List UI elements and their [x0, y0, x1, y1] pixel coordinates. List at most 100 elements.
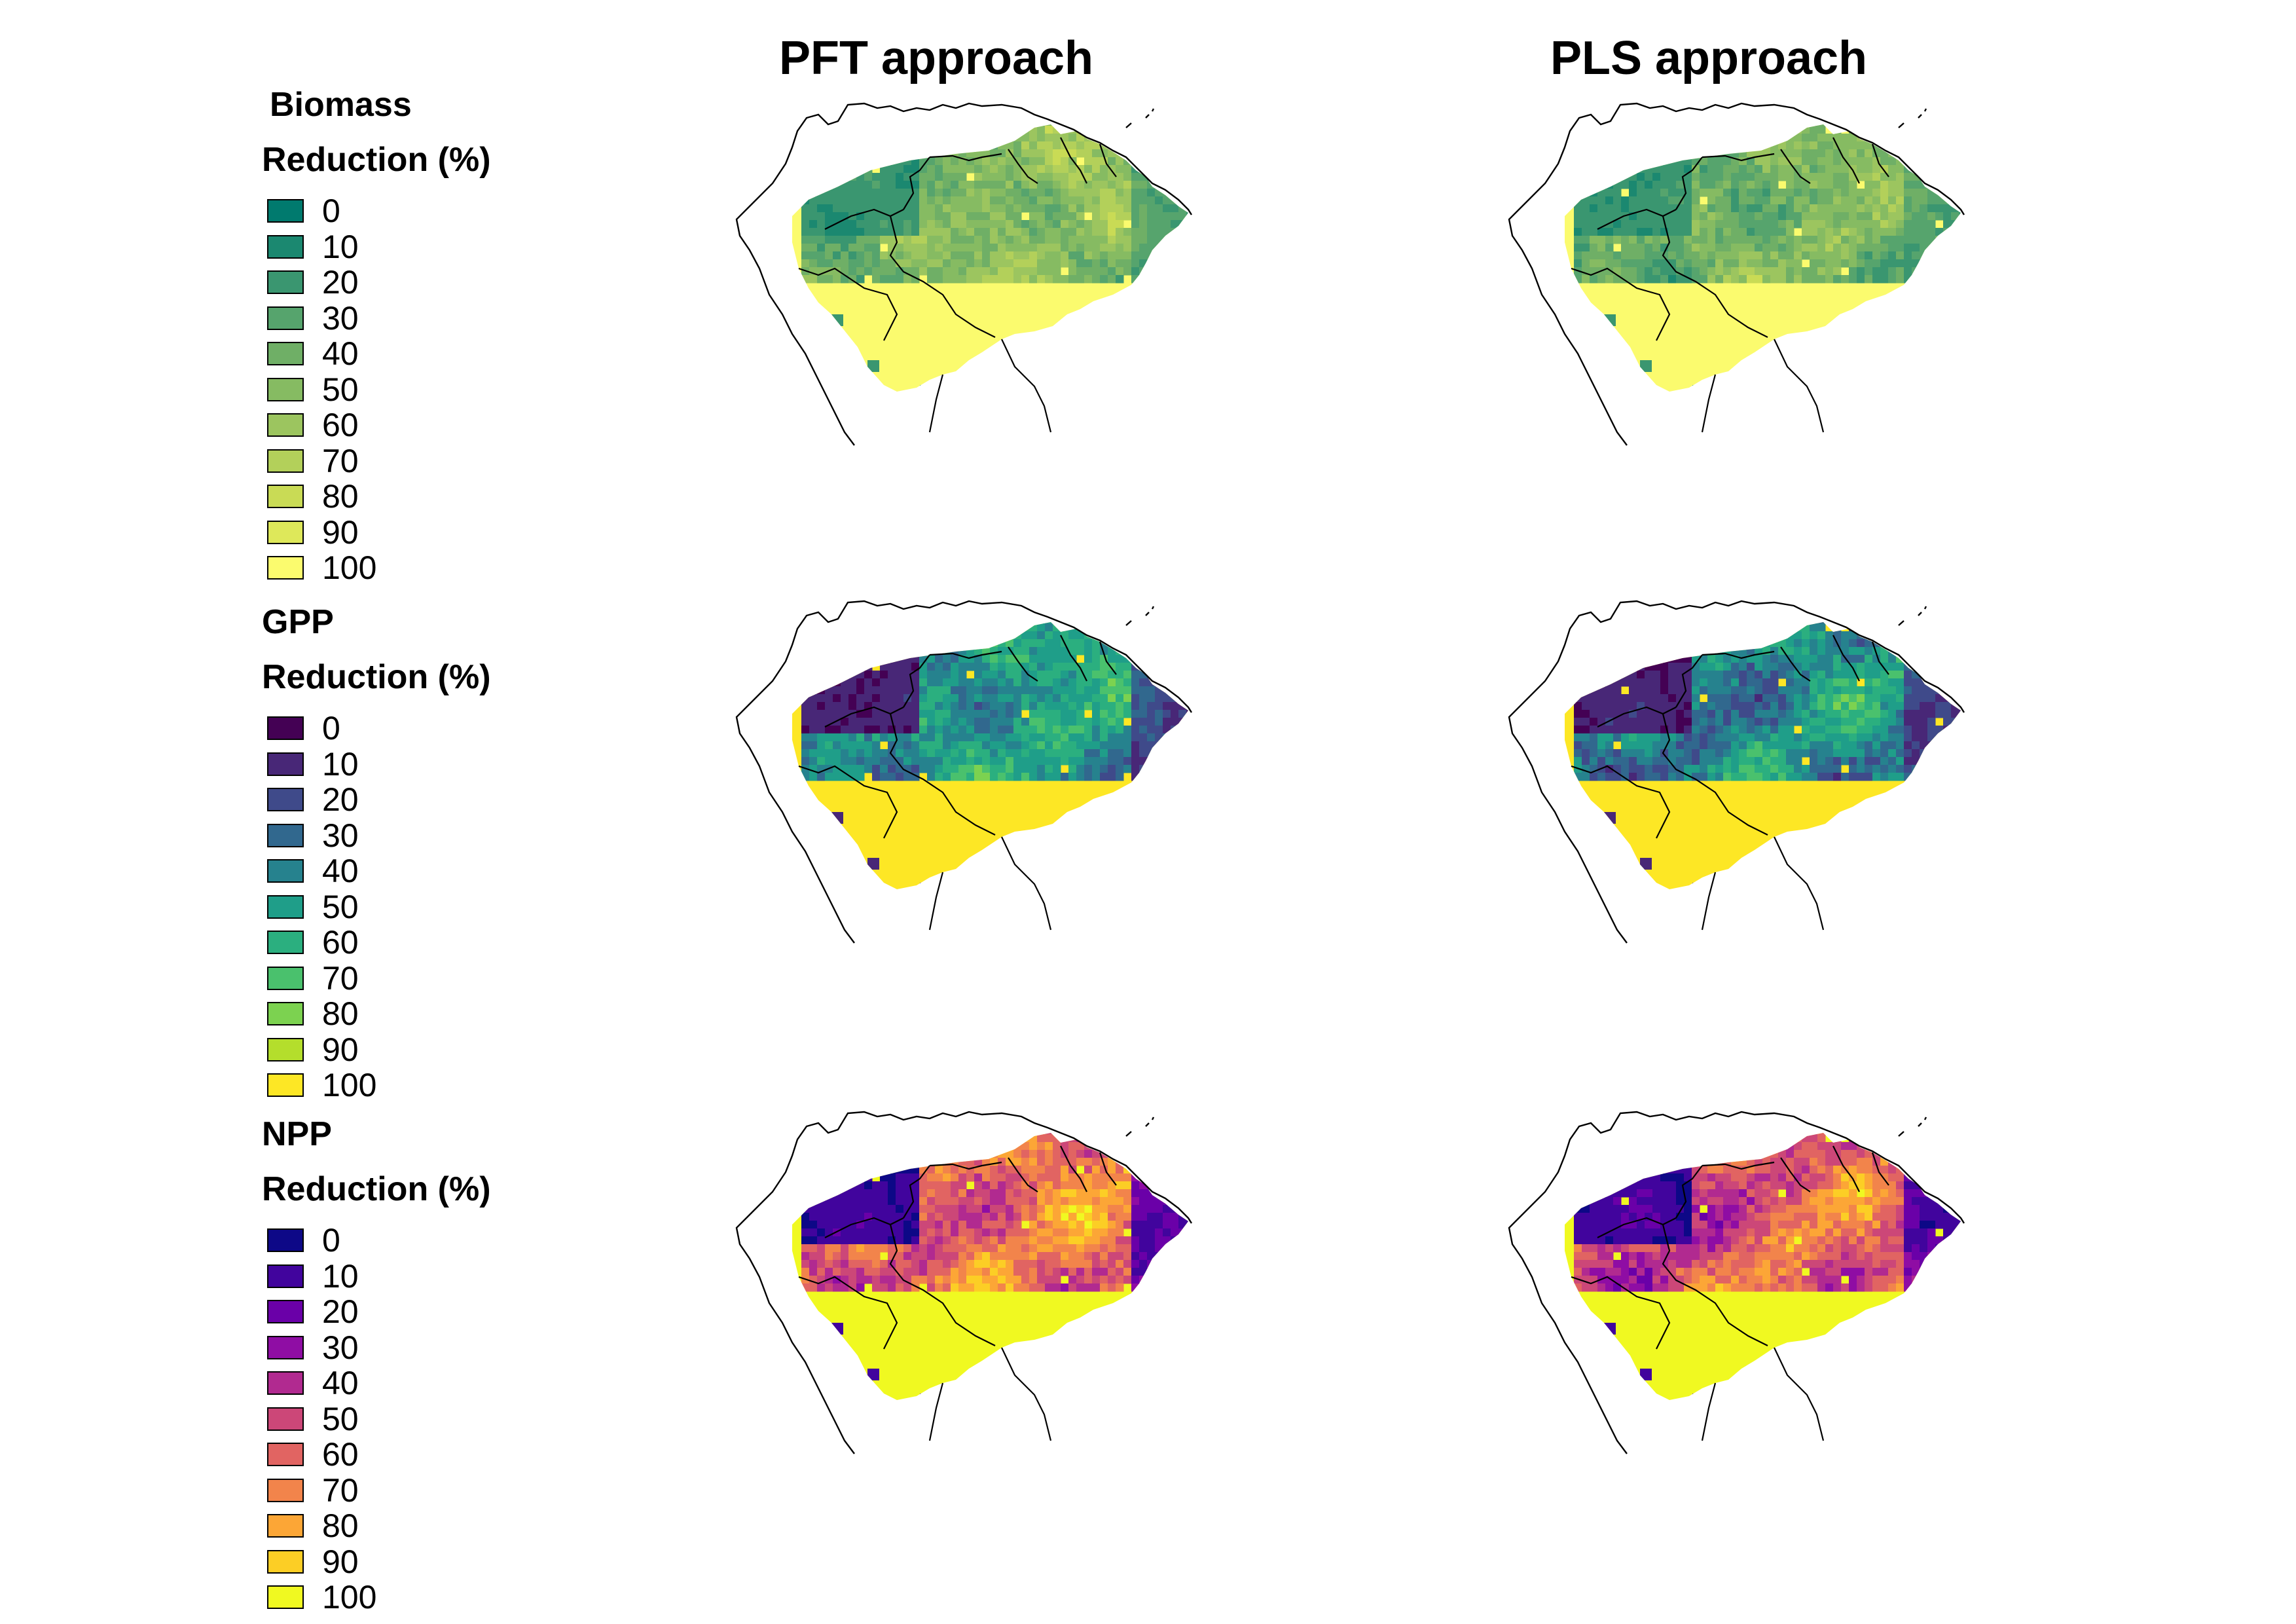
- legend-swatch: [267, 1037, 304, 1061]
- raster-layer: [1565, 1133, 1961, 1400]
- country-borders: [1571, 635, 1889, 931]
- legend-item: 0: [262, 193, 491, 229]
- legend-items: 0 10 20 30 40 50 60 70 80 90 100: [262, 193, 491, 586]
- map-biomass-pft: [694, 79, 1283, 576]
- legend-item: 20: [262, 1293, 491, 1330]
- legend-subtitle: Reduction (%): [262, 1170, 491, 1208]
- legend-item: 50: [262, 889, 491, 925]
- legend-item: 60: [262, 924, 491, 961]
- map-gpp-pls: [1467, 576, 2056, 1074]
- legend-label: 0: [322, 1222, 340, 1259]
- legend-item: 0: [262, 1222, 491, 1259]
- legend-swatch: [267, 413, 304, 437]
- legend-label: 10: [322, 228, 359, 265]
- legend-item: 10: [262, 745, 491, 783]
- map-gpp-pft: [694, 576, 1283, 1074]
- legend-gpp: GPP Reduction (%) 0 10 20 30 40 50 60 70 80 90 100: [262, 595, 491, 1103]
- legend-swatch: [267, 1585, 304, 1609]
- legend-swatch: [267, 788, 304, 811]
- legend-item: 100: [262, 1579, 491, 1615]
- legend-label: 90: [322, 1543, 359, 1580]
- legend-swatch: [267, 1407, 304, 1431]
- legend-label: 90: [322, 513, 359, 551]
- map-svg: [735, 600, 1193, 944]
- legend-item: 40: [262, 335, 491, 372]
- legend-subtitle: Reduction (%): [262, 658, 491, 696]
- legend-item: 10: [262, 1257, 491, 1295]
- legend-title: Biomass: [270, 86, 412, 124]
- legend-swatch: [267, 823, 304, 847]
- legend-item: 70: [262, 960, 491, 997]
- legend-biomass: Biomass Reduction (%) 0 10 20 30 40 50 60 70 80 9…: [262, 77, 491, 586]
- legend-swatch: [267, 1371, 304, 1395]
- legend-label: 10: [322, 745, 359, 783]
- legend-swatch: [267, 716, 304, 740]
- legend-label: 40: [322, 335, 359, 372]
- legend-label: 90: [322, 1031, 359, 1068]
- legend-swatch: [267, 1478, 304, 1502]
- raster-layer: [1565, 124, 1961, 392]
- raster-layer: [1565, 622, 1961, 889]
- legend-swatch: [267, 1264, 304, 1288]
- legend-label: 50: [322, 888, 359, 925]
- legend-item: 30: [262, 299, 491, 337]
- legend-item: 80: [262, 995, 491, 1032]
- country-borders: [798, 137, 1117, 433]
- coastline: [1508, 102, 1965, 446]
- legend-swatch: [267, 1514, 304, 1538]
- legend-label: 10: [322, 1257, 359, 1295]
- legend-label: 60: [322, 1436, 359, 1473]
- legend-swatch: [267, 1300, 304, 1323]
- legend-swatch: [267, 966, 304, 990]
- legend-item: 90: [262, 1543, 491, 1580]
- coastline: [735, 1111, 1193, 1454]
- legend-item: 20: [262, 264, 491, 301]
- legend-title: GPP: [262, 603, 334, 641]
- legend-npp: NPP Reduction (%) 0 10 20 30 40 50 60 70 80 90 100: [262, 1107, 491, 1615]
- legend-swatch: [267, 556, 304, 580]
- legend-swatch: [267, 342, 304, 365]
- legend-item: 80: [262, 478, 491, 515]
- map-npp-pls: [1467, 1087, 2056, 1585]
- legend-item: 40: [262, 1365, 491, 1401]
- legend-label: 100: [322, 549, 377, 586]
- legend-item: 50: [262, 371, 491, 408]
- legend-label: 60: [322, 924, 359, 961]
- legend-label: 70: [322, 1471, 359, 1509]
- map-npp-pft: [694, 1087, 1283, 1585]
- legend-item: 90: [262, 1031, 491, 1068]
- legend-swatch: [267, 752, 304, 776]
- legend-label: 80: [322, 1507, 359, 1544]
- raster-layer: [792, 124, 1188, 392]
- legend-swatch: [267, 1549, 304, 1574]
- map-svg: [1508, 102, 1965, 446]
- legend-swatch: [267, 449, 304, 473]
- legend-swatch: [267, 199, 304, 223]
- legend-items: 0 10 20 30 40 50 60 70 80 90 100: [262, 1222, 491, 1615]
- raster-layer: [792, 1133, 1188, 1400]
- legend-item: 80: [262, 1507, 491, 1544]
- legend-label: 30: [322, 299, 359, 337]
- legend-swatch: [267, 859, 304, 883]
- map-svg: [1508, 600, 1965, 944]
- coastline: [735, 600, 1193, 944]
- legend-label: 20: [322, 264, 359, 301]
- legend-title: NPP: [262, 1115, 332, 1153]
- country-borders: [798, 635, 1117, 931]
- legend-item: 100: [262, 549, 491, 586]
- legend-label: 40: [322, 1365, 359, 1401]
- map-svg: [735, 102, 1193, 446]
- legend-swatch: [267, 931, 304, 954]
- legend-swatch: [267, 520, 304, 544]
- coastline: [1508, 1111, 1965, 1454]
- legend-item: 60: [262, 1436, 491, 1473]
- legend-swatch: [267, 485, 304, 508]
- legend-subtitle: Reduction (%): [262, 141, 491, 179]
- legend-label: 100: [322, 1579, 377, 1615]
- legend-item: 30: [262, 817, 491, 854]
- legend-swatch: [267, 1443, 304, 1466]
- legend-label: 60: [322, 407, 359, 443]
- coastline: [735, 102, 1193, 446]
- country-borders: [798, 1145, 1117, 1441]
- legend-label: 20: [322, 781, 359, 818]
